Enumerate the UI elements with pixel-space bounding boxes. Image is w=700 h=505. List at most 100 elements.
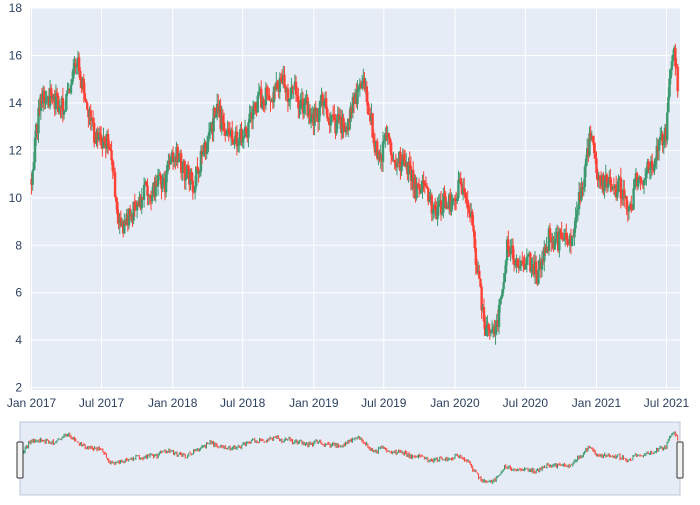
candle-body bbox=[425, 186, 429, 189]
candle-body bbox=[278, 77, 281, 92]
candle-body bbox=[289, 98, 292, 100]
candle-body bbox=[642, 179, 646, 186]
y-tick-label: 2 bbox=[15, 381, 22, 395]
candle-body bbox=[609, 176, 612, 185]
candle-body bbox=[401, 154, 404, 166]
candle-body bbox=[156, 175, 160, 187]
candle-body bbox=[58, 105, 61, 113]
candle-body bbox=[363, 78, 366, 90]
candle-body bbox=[667, 96, 670, 113]
candle-body bbox=[439, 200, 443, 215]
candle-body bbox=[427, 188, 430, 202]
candle-body bbox=[617, 178, 620, 193]
candle-body bbox=[670, 61, 674, 70]
candle-body bbox=[132, 201, 135, 221]
candle-body bbox=[666, 112, 669, 141]
candle-body bbox=[199, 150, 203, 172]
range-slider-background[interactable] bbox=[20, 422, 680, 495]
range-slider-right-handle[interactable] bbox=[676, 441, 684, 479]
candle-body bbox=[33, 137, 37, 163]
candle-body bbox=[519, 260, 523, 267]
candle-body bbox=[103, 137, 106, 143]
candle-body bbox=[306, 97, 309, 116]
candle-body bbox=[393, 159, 396, 163]
candle-body bbox=[627, 206, 631, 212]
candle-body bbox=[630, 204, 633, 210]
candle-body bbox=[193, 186, 197, 193]
candle-body bbox=[113, 172, 117, 197]
candle-body bbox=[112, 171, 116, 173]
candle-body bbox=[116, 201, 119, 214]
candle-body bbox=[224, 131, 227, 136]
x-tick-label: Jul 2021 bbox=[644, 396, 690, 410]
candle-body bbox=[676, 66, 679, 92]
candle-body bbox=[440, 212, 444, 215]
candle-body bbox=[619, 177, 623, 199]
candles bbox=[30, 43, 679, 345]
candle-body bbox=[106, 134, 110, 147]
candle-body bbox=[436, 207, 439, 220]
candle-body bbox=[304, 97, 307, 105]
candle-body bbox=[466, 200, 469, 209]
candle-body bbox=[632, 188, 635, 210]
candle-body bbox=[464, 192, 467, 199]
candle-body bbox=[37, 108, 40, 134]
y-tick-label: 6 bbox=[15, 286, 22, 300]
candle-body bbox=[366, 101, 370, 114]
candle-body bbox=[48, 88, 52, 107]
candle-body bbox=[494, 327, 497, 335]
candle-body bbox=[63, 110, 67, 112]
candle-body bbox=[150, 195, 154, 202]
candle-body bbox=[639, 177, 642, 181]
x-tick-label: Jul 2018 bbox=[220, 396, 266, 410]
candle-body bbox=[266, 94, 270, 96]
candle-body bbox=[205, 151, 208, 154]
x-tick-label: Jul 2017 bbox=[79, 396, 125, 410]
range-slider-left-handle[interactable] bbox=[16, 441, 24, 479]
candle-body bbox=[550, 236, 553, 243]
range-slider[interactable] bbox=[16, 421, 684, 496]
candle-body bbox=[75, 66, 78, 68]
candle-body bbox=[84, 99, 88, 103]
candle-body bbox=[490, 330, 494, 333]
candle-body bbox=[595, 158, 598, 174]
candle-body bbox=[512, 258, 516, 265]
candle-body bbox=[543, 246, 546, 262]
candle-body bbox=[148, 195, 152, 198]
candle-body bbox=[606, 183, 610, 188]
candle-body bbox=[428, 200, 431, 202]
candle-body bbox=[525, 256, 529, 265]
y-tick-label: 18 bbox=[9, 1, 23, 15]
candle-body bbox=[227, 128, 230, 132]
candle-body bbox=[99, 134, 103, 141]
candle-body bbox=[524, 264, 527, 270]
candle-body bbox=[349, 106, 352, 122]
candle-body bbox=[70, 78, 74, 85]
candle-body bbox=[154, 181, 157, 197]
candle-body bbox=[111, 160, 114, 172]
candle-body bbox=[659, 136, 662, 141]
candle-body bbox=[222, 122, 226, 132]
candle-body bbox=[183, 161, 186, 181]
candle-body bbox=[91, 117, 95, 123]
candle-body bbox=[272, 87, 276, 103]
candle-body bbox=[83, 93, 87, 100]
candle-body bbox=[463, 187, 466, 193]
candle-body bbox=[633, 179, 636, 189]
candle-body bbox=[472, 225, 475, 232]
y-tick-label: 4 bbox=[15, 333, 22, 347]
candle-body bbox=[295, 94, 299, 97]
candle-body bbox=[176, 146, 179, 163]
candle-body bbox=[236, 145, 240, 147]
candle-body bbox=[631, 209, 634, 211]
candle-body bbox=[583, 166, 587, 188]
candle-body bbox=[471, 211, 474, 226]
candle-body bbox=[488, 329, 491, 334]
candle-body bbox=[207, 132, 211, 137]
candle-body bbox=[668, 78, 671, 97]
candle-body bbox=[625, 196, 628, 210]
candle-body bbox=[327, 118, 330, 122]
x-tick-label: Jul 2020 bbox=[503, 396, 549, 410]
candle-body bbox=[319, 100, 322, 108]
